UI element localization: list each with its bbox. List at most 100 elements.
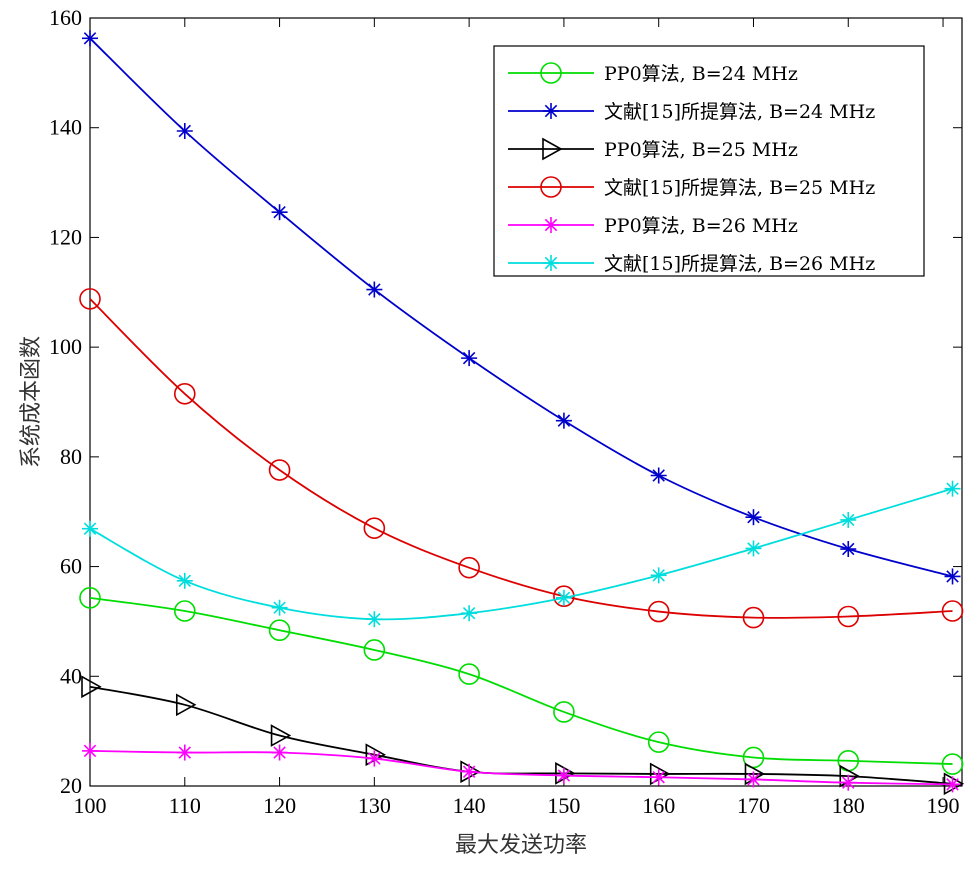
y-tick-label: 60	[60, 554, 82, 579]
series-point	[745, 540, 762, 557]
y-tick-label: 140	[49, 115, 82, 140]
x-tick-label: 140	[453, 793, 486, 818]
series-point	[82, 742, 98, 759]
legend: PP0算法, B=24 MHz 文献[15]所提算法, B=24 MHz PP0算法…	[493, 45, 925, 277]
x-tick-label: 170	[737, 793, 770, 818]
series-point	[366, 611, 383, 628]
y-axis-label: 系统成本函数	[19, 336, 44, 468]
y-tick-label: 100	[49, 334, 82, 359]
series-point	[742, 606, 765, 629]
series-point	[175, 693, 197, 717]
legend-marker	[543, 255, 559, 271]
series-point	[366, 750, 383, 767]
series-point	[458, 663, 480, 685]
series-4	[79, 288, 964, 629]
x-tick-label: 160	[642, 793, 675, 818]
x-tick-label: 190	[927, 793, 960, 818]
series-point	[173, 600, 196, 622]
series-point	[271, 204, 288, 221]
legend-label: 文献[15]所提算法, B=26 MHz	[604, 253, 875, 275]
series-line	[89, 37, 953, 578]
legend-entry-2: 文献[15]所提算法, B=24 MHz	[508, 101, 875, 123]
series-point	[461, 605, 478, 622]
series-point	[941, 600, 964, 622]
series-layer	[79, 30, 965, 796]
legend-entry-3: PP0算法, B=25 MHz	[508, 137, 798, 161]
y-tick-labels: 20 40 60 80 100 120 140 160	[49, 5, 82, 798]
axis-ticks	[89, 17, 962, 787]
series-point	[176, 572, 193, 589]
series-point	[173, 382, 196, 405]
series-line	[89, 487, 953, 621]
legend-label: 文献[15]所提算法, B=24 MHz	[604, 101, 875, 123]
series-point	[268, 619, 291, 642]
series-point	[745, 509, 762, 526]
series-line	[89, 298, 953, 619]
y-tick-label: 120	[49, 224, 82, 249]
legend-marker	[540, 176, 562, 198]
y-tick-label: 80	[60, 444, 82, 469]
series-point	[176, 123, 193, 140]
x-tick-label: 180	[832, 793, 865, 818]
y-tick-label: 160	[49, 5, 82, 30]
legend-marker	[543, 217, 559, 233]
legend-label: PP0算法, B=24 MHz	[604, 63, 798, 85]
y-tick-label: 40	[60, 663, 82, 688]
legend-entry-5: PP0算法, B=26 MHz	[508, 215, 798, 237]
series-point	[363, 639, 386, 661]
series-point	[745, 771, 762, 788]
series-6	[82, 480, 961, 628]
series-point	[840, 774, 857, 791]
series-point	[555, 762, 576, 785]
series-point	[79, 288, 101, 310]
legend-label: 文献[15]所提算法, B=25 MHz	[604, 177, 875, 199]
legend-label: PP0算法, B=26 MHz	[604, 215, 798, 237]
series-point	[837, 605, 860, 628]
series-point	[555, 767, 572, 784]
series-point	[458, 556, 480, 579]
series-line	[89, 749, 953, 786]
series-point	[271, 744, 288, 761]
series-point	[840, 511, 857, 528]
series-point	[647, 600, 670, 623]
series-point	[553, 701, 575, 723]
x-tick-label: 150	[547, 793, 580, 818]
series-point	[650, 769, 667, 786]
series-point	[840, 541, 857, 558]
series-point	[555, 589, 572, 606]
series-point	[461, 763, 478, 780]
series-point	[176, 744, 193, 761]
series-line	[89, 596, 953, 765]
series-line	[89, 685, 953, 785]
x-axis-label: 最大发送功率	[455, 833, 587, 858]
legend-marker	[542, 137, 563, 161]
series-point	[271, 599, 288, 616]
series-point	[944, 568, 961, 585]
x-tick-label: 100	[74, 793, 107, 818]
series-point	[941, 753, 964, 775]
legend-box	[493, 45, 925, 277]
legend-entry-4: 文献[15]所提算法, B=25 MHz	[508, 176, 875, 199]
series-2	[82, 30, 961, 585]
series-5	[82, 742, 961, 793]
series-point	[82, 30, 98, 47]
series-point	[944, 480, 961, 497]
series-point	[650, 567, 667, 584]
legend-marker	[540, 62, 562, 84]
legend-label: PP0算法, B=25 MHz	[604, 139, 798, 161]
series-point	[81, 675, 102, 699]
series-point	[461, 350, 478, 367]
series-point	[650, 467, 667, 484]
series-point	[268, 459, 291, 481]
series-point	[82, 520, 98, 537]
legend-marker	[543, 103, 559, 119]
series-point	[555, 412, 572, 429]
series-point	[79, 587, 101, 609]
series-point	[647, 731, 670, 753]
series-point	[366, 281, 383, 298]
legend-entry-6: 文献[15]所提算法, B=26 MHz	[508, 253, 875, 275]
x-tick-label: 110	[169, 793, 201, 818]
x-tick-label: 130	[358, 793, 391, 818]
series-point	[944, 776, 961, 793]
